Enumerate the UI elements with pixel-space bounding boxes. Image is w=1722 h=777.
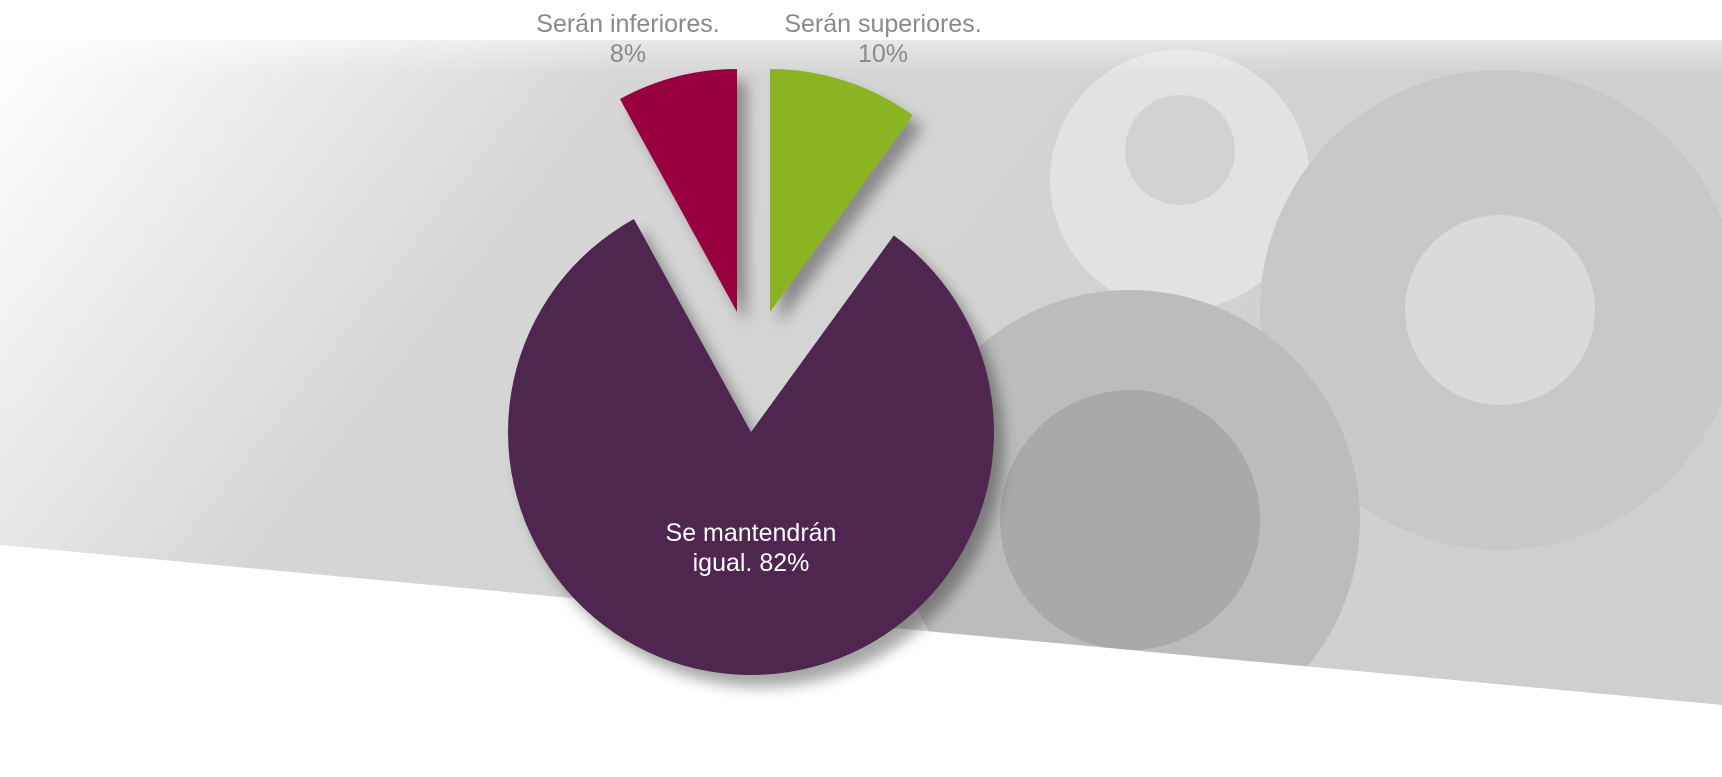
slice-label: Se mantendrán igual. 82% [646,518,856,578]
pie-slice [619,69,737,312]
category-label: Serán inferiores. [536,10,720,38]
value-label: 82% [759,549,810,577]
slice-label: Serán inferiores. 8% [498,9,758,69]
category-label: Serán superiores. [784,10,982,38]
pie-slice [507,219,994,675]
slice-label: Serán superiores. 10% [753,9,1013,69]
category-label: Se mantendrán igual. [665,519,837,577]
pie [507,69,994,675]
pie-slice [770,69,913,312]
value-label: 10% [857,40,909,68]
value-label: 8% [609,40,647,68]
